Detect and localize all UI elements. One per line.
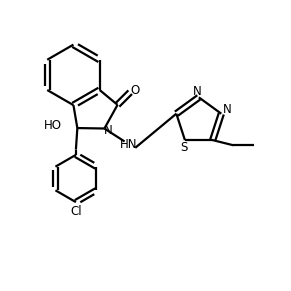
Text: HO: HO bbox=[43, 119, 61, 132]
Text: S: S bbox=[180, 141, 187, 154]
Text: N: N bbox=[223, 103, 232, 116]
Text: O: O bbox=[131, 84, 140, 97]
Text: HN: HN bbox=[120, 138, 138, 151]
Text: N: N bbox=[104, 124, 113, 137]
Text: Cl: Cl bbox=[70, 205, 82, 218]
Text: N: N bbox=[192, 84, 201, 97]
